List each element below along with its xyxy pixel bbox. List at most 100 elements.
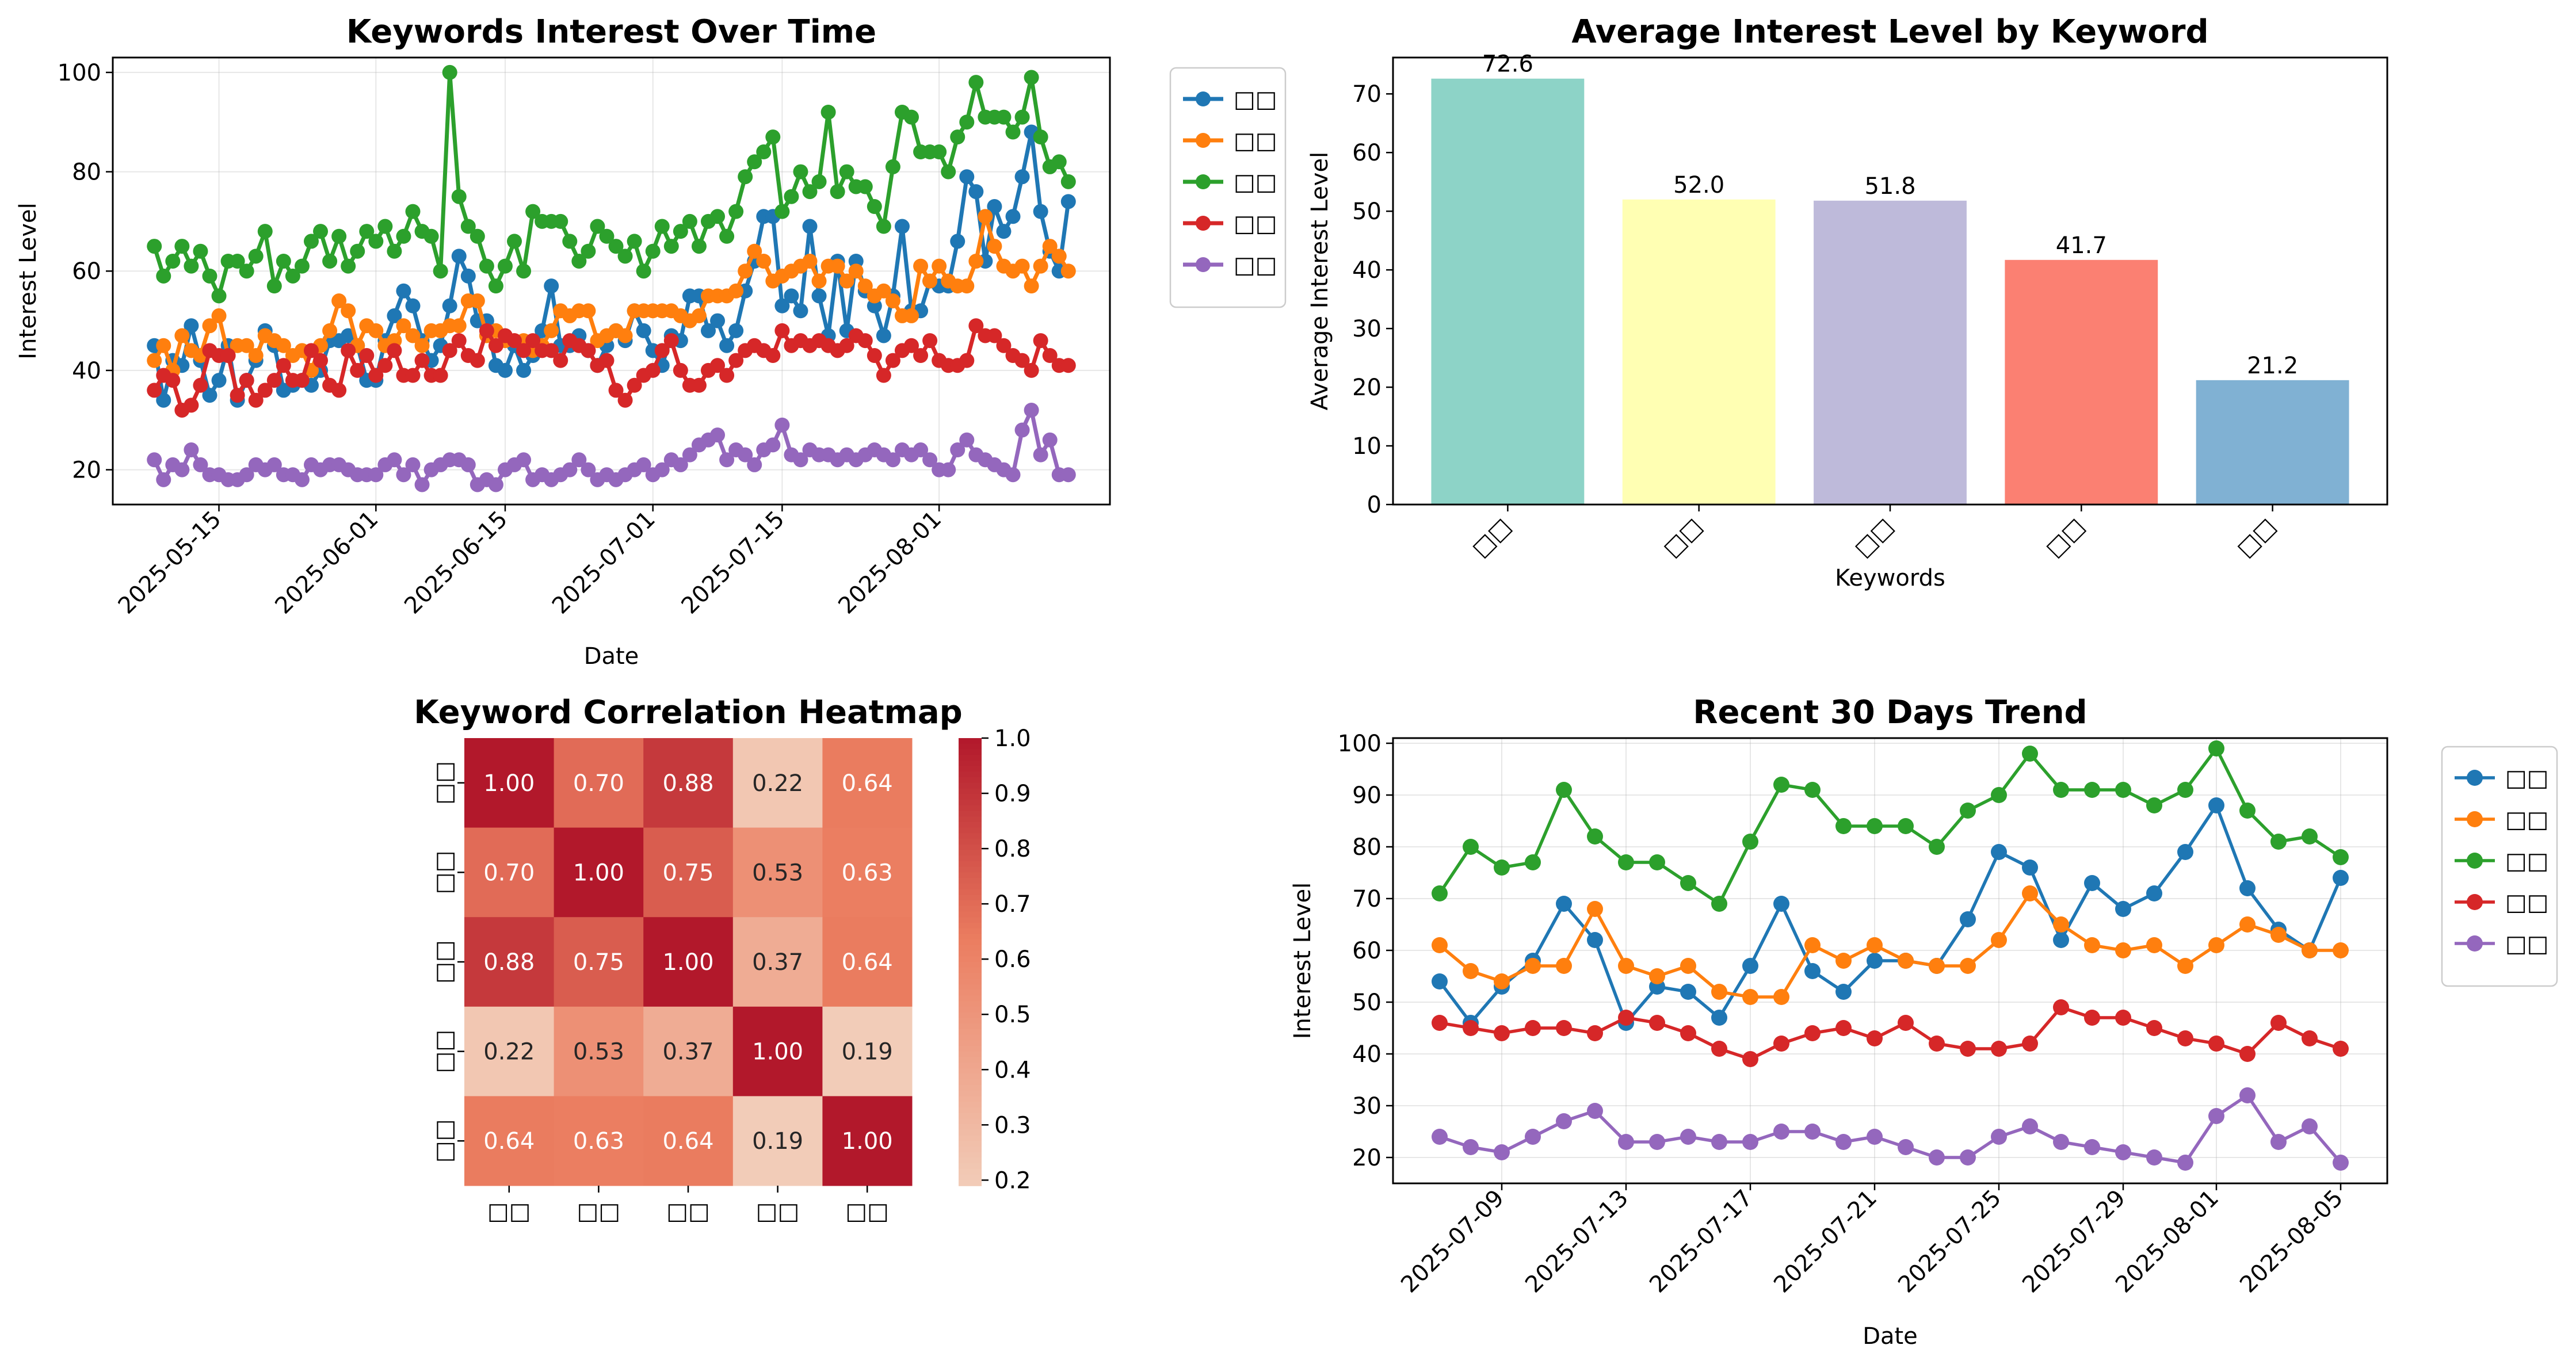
series-2-point [1033, 129, 1048, 145]
heatmap-cell-label: 0.63 [573, 1128, 624, 1155]
series-2-point [2270, 834, 2287, 850]
y-tick-label: 0 [1367, 492, 1382, 518]
series-3-point [1742, 1051, 1758, 1067]
plot-frame [1392, 737, 2388, 1185]
series-0-point [544, 278, 559, 294]
series-3-point [544, 343, 559, 358]
y-tick-label: 100 [1338, 731, 1382, 757]
series-0-point [894, 219, 910, 234]
series-2-point [1804, 782, 1821, 798]
series-2-point [617, 249, 633, 264]
series-2-point [1432, 885, 1448, 901]
series-3-point [1835, 1020, 1852, 1036]
series-0-point [793, 303, 808, 319]
series-2-point [968, 75, 984, 90]
colorbar-tick-label: 0.2 [994, 1167, 1031, 1194]
series-2-point [248, 249, 264, 264]
series-1-point [414, 338, 430, 353]
series-3-point [2270, 1015, 2287, 1031]
series-3-point [553, 353, 568, 368]
series-3-point [433, 368, 448, 383]
series-1-point [2177, 958, 2193, 974]
series-2-point [885, 159, 900, 174]
x-axis-label: Date [1863, 1323, 1918, 1350]
series-3-point [968, 318, 984, 334]
colorbar-segment [959, 939, 982, 946]
series-4-point [1432, 1129, 1448, 1145]
series-4-point [922, 452, 938, 468]
series-3-point [266, 373, 282, 388]
series-1-point [728, 283, 744, 299]
series-2-point [1014, 109, 1030, 125]
series-2-point [654, 219, 670, 234]
series-4-point [1835, 1134, 1852, 1150]
series-0-point [1711, 1010, 1727, 1026]
colorbar-segment [959, 895, 982, 901]
bar-4 [2196, 380, 2349, 505]
series-1-point [885, 293, 900, 309]
series-2-point [2333, 849, 2349, 865]
series-1-point [1051, 249, 1067, 264]
series-2-point [950, 129, 965, 145]
correlation-heatmap: 1.00 0.70 0.88 0.22 0.64 0.70 1.00 0.75 0.53 0.63… [414, 694, 1031, 1225]
series-4-point [387, 452, 402, 468]
series-1-point [544, 323, 559, 338]
series-2-point [663, 239, 679, 254]
series-2-point [1525, 854, 1541, 870]
series-3-point [387, 343, 402, 358]
series-2-point [1867, 818, 1883, 834]
series-4-point [2084, 1139, 2100, 1155]
series-3-point [2115, 1010, 2131, 1026]
series-1-point [1649, 968, 1665, 984]
colorbar-segment [959, 1001, 982, 1007]
series-3-point [377, 358, 393, 373]
series-4-point [405, 457, 421, 472]
series-3-point [313, 353, 329, 368]
series-2-point [165, 253, 181, 269]
bar-value-label-4: 21.2 [2247, 353, 2298, 379]
series-2-point [313, 224, 329, 239]
series-1-point [747, 243, 762, 259]
colorbar-segment [959, 782, 982, 789]
series-2-point [525, 204, 541, 219]
chart-title: Keyword Correlation Heatmap [414, 694, 963, 731]
series-3-point [1033, 333, 1048, 349]
series-0-point [405, 298, 421, 314]
series-1-point [2208, 937, 2224, 953]
series-3-point [617, 392, 633, 408]
colorbar-segment [959, 1102, 982, 1108]
series-4-point [636, 457, 651, 472]
series-3-point [663, 333, 679, 349]
series-0-point [1005, 209, 1021, 224]
series-0-point [728, 323, 744, 338]
legend-marker-4 [1196, 257, 1211, 272]
series-4-point [1525, 1129, 1541, 1145]
heatmap-cell [822, 917, 913, 1007]
heatmap-cell-label: 1.00 [573, 859, 624, 886]
series-2-point [2053, 782, 2069, 798]
colorbar-segment [959, 760, 982, 767]
legend-marker-0 [1196, 91, 1211, 106]
colorbar-segment [959, 1124, 982, 1130]
series-0-point [1804, 963, 1821, 979]
colorbar-segment [959, 1135, 982, 1141]
series-2-point [1929, 839, 1945, 855]
series-3-point [1898, 1015, 1914, 1031]
heatmap-cell [643, 917, 734, 1007]
colorbar-segment [959, 962, 982, 968]
series-2-point [1991, 787, 2007, 803]
series-2-point [673, 224, 688, 239]
heatmap-cell-label: 0.88 [662, 770, 713, 797]
series-2-point [682, 213, 697, 229]
series-2-point [562, 234, 578, 249]
series-2-point [1711, 896, 1727, 912]
series-4-point [1618, 1134, 1634, 1150]
colorbar-segment [959, 861, 982, 868]
series-4-point [1587, 1103, 1603, 1119]
series-2-point [747, 154, 762, 170]
legend-box [1169, 67, 1287, 308]
series-1-point [876, 283, 891, 299]
series-4-point [294, 472, 310, 487]
colorbar-segment [959, 905, 982, 912]
series-3-point [1867, 1030, 1883, 1046]
